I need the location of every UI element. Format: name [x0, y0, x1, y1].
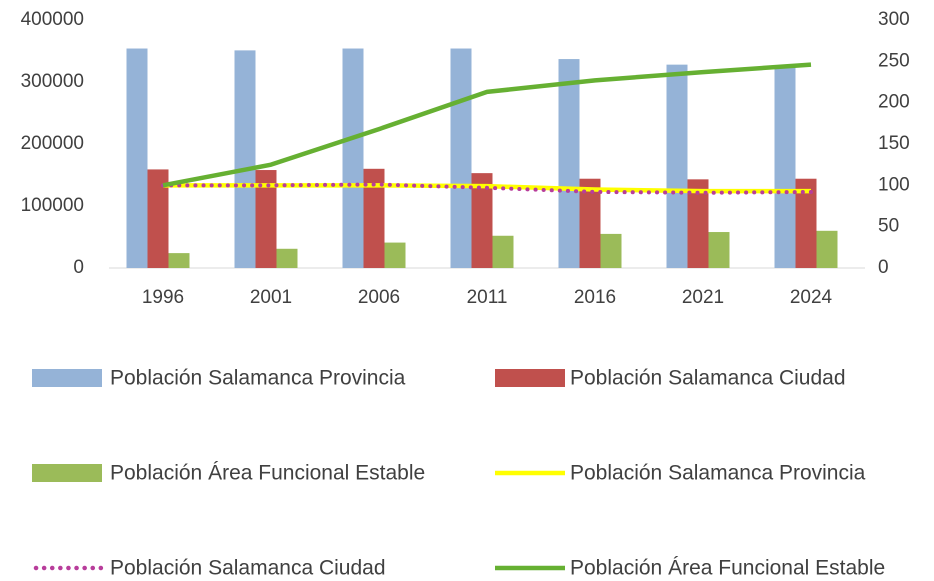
x-tick-label: 2021 — [682, 287, 724, 308]
bar — [342, 48, 364, 268]
bar — [795, 178, 817, 268]
bar — [384, 242, 406, 268]
bar — [600, 233, 622, 268]
y2-tick-label: 0 — [878, 257, 889, 278]
x-tick-label: 2001 — [250, 287, 292, 308]
y2-tick-label: 250 — [878, 50, 910, 71]
x-tick-label: 2016 — [574, 287, 616, 308]
bar — [579, 178, 601, 268]
y2-tick-label: 100 — [878, 174, 910, 195]
y-tick-label: 200000 — [21, 133, 84, 154]
bar — [492, 235, 514, 268]
legend-label: Población Salamanca Ciudad — [110, 557, 386, 580]
bar — [471, 173, 493, 268]
y2-tick-label: 50 — [878, 216, 899, 237]
y-tick-label: 100000 — [21, 195, 84, 216]
bar — [147, 169, 169, 268]
y2-tick-label: 150 — [878, 133, 910, 154]
y2-tick-label: 300 — [878, 9, 910, 30]
bar — [255, 170, 277, 268]
legend-label: Población Salamanca Ciudad — [570, 367, 846, 390]
bar — [126, 48, 148, 268]
bar — [708, 232, 730, 268]
x-tick-label: 1996 — [142, 287, 184, 308]
y-tick-label: 300000 — [21, 71, 84, 92]
legend-swatch — [32, 464, 102, 482]
bar — [363, 168, 385, 268]
line-series — [162, 62, 812, 188]
y2-tick-label: 200 — [878, 92, 910, 113]
bar — [687, 179, 709, 268]
y-tick-label: 0 — [73, 257, 84, 278]
legend-label: Población Salamanca Provincia — [570, 462, 866, 485]
x-tick-label: 2024 — [790, 287, 833, 308]
legend-label: Población Área Funcional Estable — [570, 557, 885, 580]
bar — [168, 253, 190, 268]
bar — [774, 65, 796, 268]
legend-swatch — [32, 369, 102, 387]
bar — [666, 64, 688, 268]
x-tick-label: 2011 — [467, 287, 508, 308]
x-tick-label: 2006 — [358, 287, 400, 308]
bar — [558, 59, 580, 269]
bar — [450, 48, 472, 268]
line-series — [161, 182, 813, 195]
legend-label: Población Área Funcional Estable — [110, 462, 425, 485]
bar — [276, 248, 298, 268]
y-tick-label: 400000 — [21, 9, 84, 30]
bar — [234, 50, 256, 268]
bar — [816, 230, 838, 268]
legend-swatch — [495, 369, 565, 387]
legend-label: Población Salamanca Provincia — [110, 367, 406, 390]
